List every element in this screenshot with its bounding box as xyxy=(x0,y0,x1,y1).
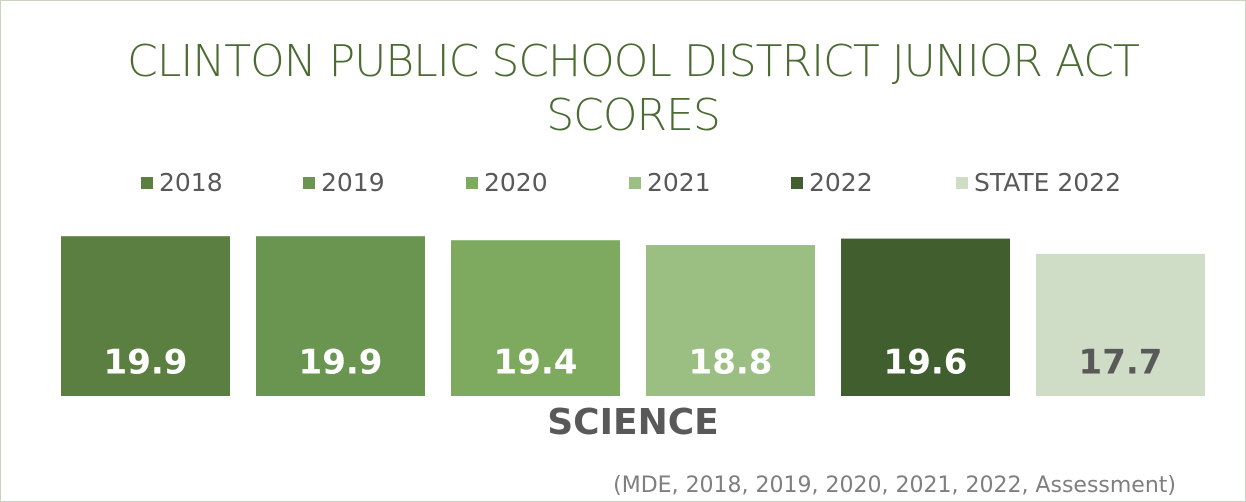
bar xyxy=(1036,253,1205,396)
legend-swatch xyxy=(956,177,968,189)
value-label: 19.6 xyxy=(884,343,968,383)
legend-swatch xyxy=(466,177,478,189)
legend-label: 2019 xyxy=(321,168,385,197)
chart-title: CLINTON PUBLIC SCHOOL DISTRICT JUNIOR AC… xyxy=(127,36,1140,141)
value-label: 19.9 xyxy=(299,343,383,383)
value-label: 19.9 xyxy=(104,343,188,383)
legend-swatch xyxy=(141,177,153,189)
value-label: 18.8 xyxy=(689,343,773,383)
legend-label: STATE 2022 xyxy=(974,168,1121,197)
value-label: 17.7 xyxy=(1079,343,1163,383)
bar xyxy=(451,240,620,396)
value-label: 19.4 xyxy=(494,343,578,383)
legend-label: 2020 xyxy=(484,168,548,197)
category-label: SCIENCE xyxy=(547,402,718,443)
bar xyxy=(61,236,230,396)
legend-swatch xyxy=(791,177,803,189)
legend-swatch xyxy=(303,177,315,189)
legend-label: 2018 xyxy=(159,168,223,197)
legend-label: 2022 xyxy=(809,168,873,197)
bar xyxy=(646,245,815,396)
bar xyxy=(256,236,425,396)
legend-label: 2021 xyxy=(647,168,711,197)
bar xyxy=(841,238,1010,396)
legend-swatch xyxy=(629,177,641,189)
source-note: (MDE, 2018, 2019, 2020, 2021, 2022, Asse… xyxy=(613,473,1176,498)
